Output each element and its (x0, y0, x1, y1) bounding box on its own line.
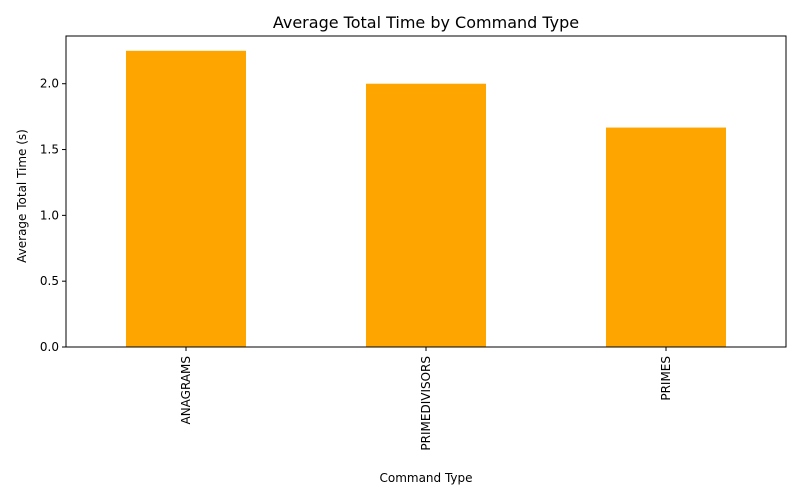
y-tick-label: 1.5 (40, 143, 59, 157)
x-tick-label: ANAGRAMS (179, 356, 193, 425)
x-axis: ANAGRAMS PRIMEDIVISORS PRIMES (179, 347, 673, 451)
y-tick-label: 0.0 (40, 340, 59, 354)
plot-frame (65, 35, 787, 348)
y-tick-label: 0.5 (40, 274, 59, 288)
y-axis-label: Average Total Time (s) (15, 129, 29, 263)
bar-primes (606, 127, 726, 347)
x-tick-label: PRIMEDIVISORS (419, 356, 433, 451)
y-tick-label: 1.0 (40, 208, 59, 222)
bar-primedivisors (366, 83, 486, 347)
y-axis: 0.0 0.5 1.0 1.5 2.0 (40, 77, 66, 354)
x-tick-label: PRIMES (659, 356, 673, 401)
bar-anagrams (126, 50, 246, 348)
bars-group (126, 50, 726, 348)
y-tick-label: 2.0 (40, 77, 59, 91)
x-axis-label: Command Type (379, 471, 472, 485)
chart-title: Average Total Time by Command Type (273, 13, 579, 32)
